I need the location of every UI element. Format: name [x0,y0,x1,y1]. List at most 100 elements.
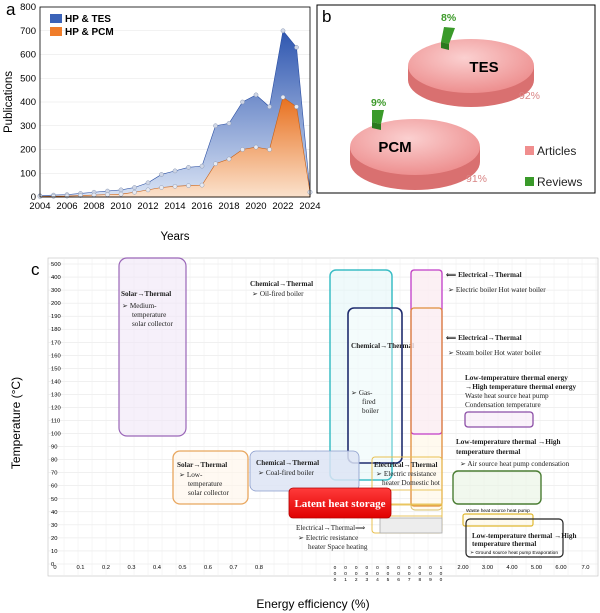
svg-text:0: 0 [397,571,400,577]
svg-text:3: 3 [365,577,368,583]
point-tes [199,163,205,169]
y-tick-label: 0 [31,192,36,203]
y-tick-label: 40 [51,510,57,516]
box-chem-gas: Chemical→Thermal ➢ Gas- fired boiler [347,307,414,464]
svg-text:solar collector: solar collector [132,320,174,328]
svg-text:Low-temperature thermal →High: Low-temperature thermal →High [456,438,560,446]
point-pcm [240,147,245,152]
y-tick-label: 110 [51,419,60,425]
x-tick-label: 0.4 [153,565,162,571]
x-tick-label: 0 [53,565,56,571]
svg-text:Low-temperature thermal energy: Low-temperature thermal energy [465,374,568,382]
x-axis-label-c: Energy efficiency (%) [256,597,369,611]
svg-text:Low-temperature thermal →High: Low-temperature thermal →High [472,532,576,540]
svg-text:Latent heat storage: Latent heat storage [294,498,385,510]
point-pcm [64,193,70,199]
svg-text:2: 2 [355,577,358,583]
svg-text:1: 1 [344,577,347,583]
panel-letter-c: c [31,260,40,279]
y-tick-label: 0 [51,562,54,568]
svg-text:temperature: temperature [132,311,166,319]
svg-text:0: 0 [334,577,337,583]
svg-text:➢ Ground source heat pump Evap: ➢ Ground source heat pump Evaporation [470,550,558,556]
x-tick-label: 000 [334,565,337,583]
svg-text:➢ Coal-fired boiler: ➢ Coal-fired boiler [258,469,315,477]
svg-text:→High temperature thermal ener: →High temperature thermal energy [465,383,576,391]
y-tick-label: 500 [20,73,36,84]
x-tick-label: 0.6 [204,565,212,571]
point-pcm [145,187,151,193]
point-pcm [267,147,272,152]
temperature-efficiency-diagram: 0102030405060708090100110120130140150160… [9,257,599,611]
svg-text:0: 0 [334,565,337,571]
label-elec-steam: ⟸ Electrical→Thermal ➢ Steam boiler Hot … [446,334,542,357]
x-tick-label: 2010 [110,201,131,212]
svg-text:4: 4 [376,577,379,583]
y-tick-label: 80 [51,458,57,464]
point-tes [145,180,151,186]
svg-text:0: 0 [440,571,443,577]
point-pcm [226,156,232,162]
svg-text:0: 0 [355,565,358,571]
svg-text:0: 0 [418,571,421,577]
svg-text:heater Space heating: heater Space heating [308,543,368,551]
legend-swatch-reviews [525,177,534,186]
y-tick-label: 170 [51,340,61,346]
point-tes [132,185,137,190]
pie-pcm-label: PCM [378,139,411,156]
x-tick-label: 5.00 [531,565,542,571]
point-pcm [294,104,299,110]
y-tick-label: 300 [51,288,61,294]
x-tick-label: 2018 [218,201,239,212]
svg-text:solar collector: solar collector [188,489,230,497]
svg-text:➢ Electric resistance: ➢ Electric resistance [376,470,436,478]
pie-tes-reviews-pct: 8% [441,12,457,24]
x-tick-label: 2004 [29,201,50,212]
y-tick-label: 200 [20,145,36,156]
svg-text:Solar→Thermal: Solar→Thermal [121,290,171,298]
x-tick-label: 009 [429,565,432,583]
x-tick-label: 002 [355,565,358,583]
x-tick-label: 2012 [137,201,158,212]
pie-tes-label: TES [469,59,498,76]
point-pcm [105,192,110,197]
pie-tes-slice-articles [408,39,534,93]
label-elec-space: Electrical→Thermal⟹ ➢ Electric resistanc… [296,524,368,551]
svg-text:0: 0 [397,565,400,571]
y-tick-label: 500 [51,262,61,268]
x-tick-label: 008 [418,565,421,583]
svg-text:0: 0 [408,571,411,577]
x-tick-label: 2016 [191,201,212,212]
svg-text:boiler: boiler [362,407,379,415]
x-tick-label: 2006 [56,201,77,212]
point-tes [213,123,218,129]
point-pcm [132,189,137,195]
x-tick-label: 2008 [83,201,104,212]
pie-pcm-slice-articles [350,119,480,175]
svg-text:➢ Air source heat pump condens: ➢ Air source heat pump condensation [460,460,570,468]
legend-a: HP & TES HP & PCM [50,14,114,38]
x-tick-label: 007 [408,565,411,583]
x-tick-label: 003 [365,565,368,583]
svg-text:➢ Electric boiler Hot water bo: ➢ Electric boiler Hot water boiler [448,286,546,294]
svg-text:0: 0 [365,565,368,571]
box-teal-range [329,269,393,481]
svg-text:➢ Steam boiler Hot water boile: ➢ Steam boiler Hot water boiler [448,349,542,357]
y-tick-label: 100 [51,432,61,438]
svg-text:Condensation temperature: Condensation temperature [465,401,541,409]
svg-text:0: 0 [376,565,379,571]
svg-text:0: 0 [344,571,347,577]
svg-text:temperature thermal: temperature thermal [472,540,536,548]
y-tick-label: 400 [20,97,36,108]
panel-letter-b: b [322,7,331,26]
pie-tes-slice-reviews [441,27,455,44]
point-tes [159,172,164,177]
y-tick-label: 300 [20,121,36,132]
y-tick-label: 190 [51,314,61,320]
svg-text:9: 9 [429,577,432,583]
svg-text:Solar→Thermal: Solar→Thermal [177,461,227,469]
point-pcm [172,184,178,189]
y-tick-label: 70 [51,471,57,477]
svg-text:Waste heat source heat pump: Waste heat source heat pump [465,392,549,400]
svg-text:0: 0 [440,577,443,583]
